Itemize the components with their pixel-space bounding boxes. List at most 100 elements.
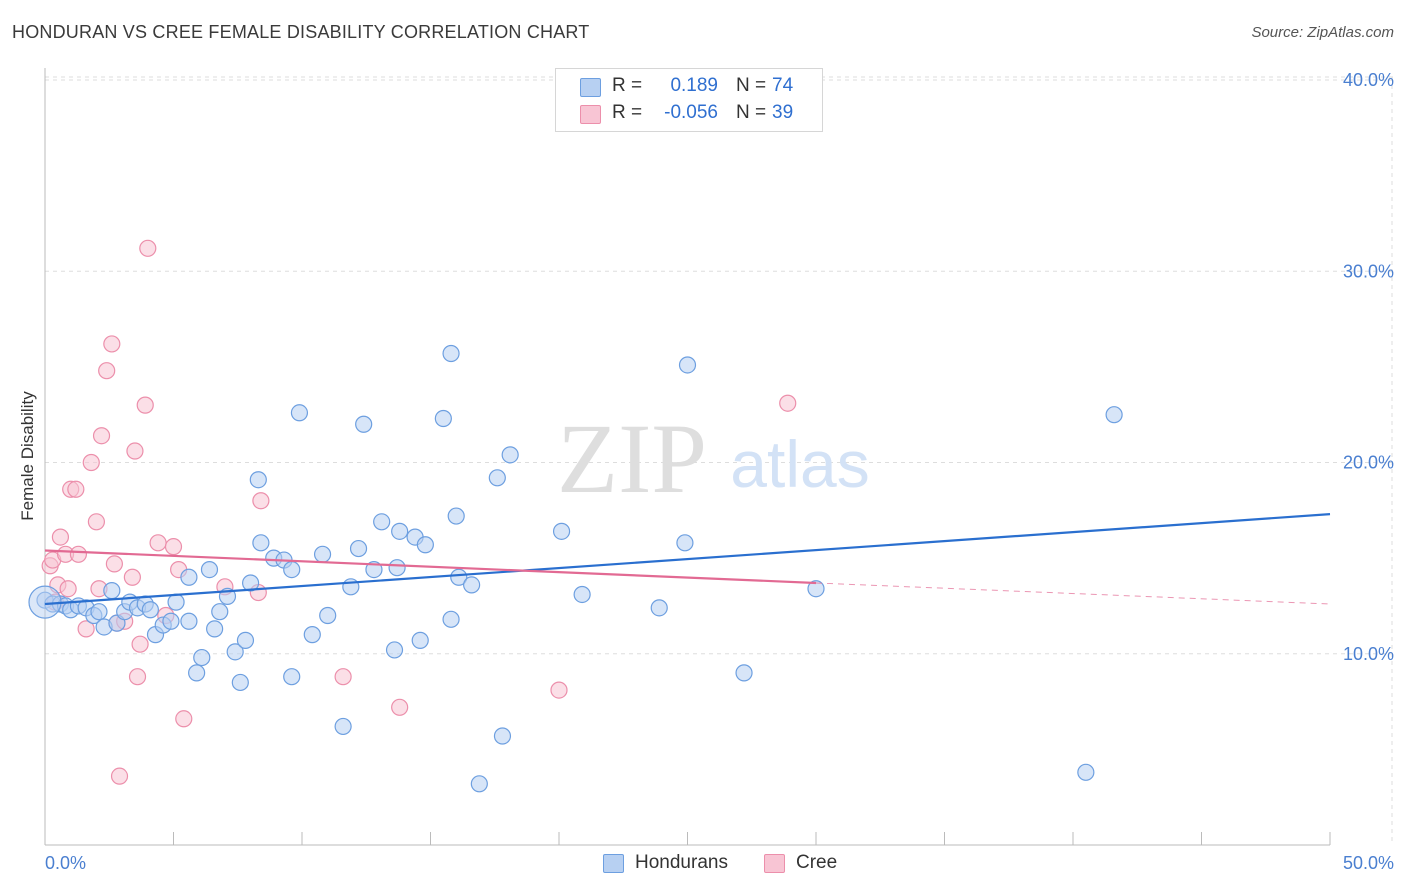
honduran-point — [236, 631, 255, 649]
honduran-point — [349, 539, 368, 558]
n-label: N = — [736, 102, 767, 123]
honduran-point — [442, 344, 460, 363]
honduran-point — [807, 580, 825, 598]
trend-lines — [44, 513, 1331, 606]
honduran-point — [1077, 763, 1095, 781]
n-value: 74 — [772, 75, 794, 96]
honduran-point — [283, 560, 301, 579]
honduran-point — [411, 631, 429, 649]
honduran-point — [470, 775, 488, 793]
watermark-zip: ZIP — [557, 403, 707, 514]
cree-point — [126, 442, 144, 460]
honduran-point — [180, 612, 198, 630]
honduran-point — [249, 471, 267, 489]
honduran-point — [211, 603, 229, 621]
r-value: 0.189 — [670, 75, 718, 96]
honduran-point — [735, 664, 753, 682]
honduran-point — [573, 585, 591, 604]
honduran-point — [355, 415, 373, 433]
honduran-point — [391, 522, 409, 540]
cree-point — [136, 396, 154, 414]
r-value: -0.056 — [664, 102, 718, 123]
honduran-point — [676, 534, 694, 552]
honduran-point — [283, 668, 301, 686]
axes — [44, 68, 1331, 846]
cree-point — [128, 668, 147, 686]
honduran-point — [90, 603, 108, 621]
y-tick-label: 30.0% — [1343, 261, 1394, 281]
honduran-point — [180, 568, 198, 586]
honduran-point — [193, 648, 211, 667]
hondurans-trend-line — [44, 513, 1331, 606]
chart-title: HONDURAN VS CREE FEMALE DISABILITY CORRE… — [12, 22, 590, 42]
cree-point — [139, 239, 157, 257]
honduran-point — [434, 409, 452, 428]
cree-point — [103, 335, 121, 353]
honduran-point — [552, 522, 571, 540]
honduran-point — [501, 446, 519, 464]
honduran-point — [141, 601, 159, 619]
cree-point — [67, 480, 85, 498]
legend-label-hondurans: Hondurans — [635, 852, 728, 873]
cree-swatch — [580, 105, 601, 124]
honduran-point — [493, 727, 512, 745]
honduran-point — [252, 534, 270, 552]
cree-trend-extension — [815, 582, 1331, 605]
correlation-legend: R = 0.189 N = 74 R = -0.056 N = 39 — [555, 68, 823, 132]
honduran-point — [442, 610, 460, 628]
honduran-point — [167, 593, 185, 611]
honduran-point — [488, 469, 506, 487]
n-label: N = — [736, 75, 767, 96]
honduran-point — [416, 536, 434, 554]
cree-point — [87, 513, 106, 531]
cree-point — [77, 620, 95, 638]
cree-point — [391, 698, 409, 716]
cree-point — [98, 362, 116, 380]
cree-point — [82, 453, 100, 472]
honduran-point — [313, 545, 332, 563]
cree-point — [175, 710, 193, 728]
hondurans-swatch — [580, 78, 601, 97]
gridlines — [45, 76, 1395, 845]
honduran-point — [242, 574, 260, 592]
cree-trend-line — [44, 549, 817, 585]
honduran-point — [319, 606, 337, 625]
honduran-point — [231, 673, 249, 692]
cree-point — [779, 394, 797, 412]
honduran-point — [678, 356, 697, 374]
honduran-point — [385, 641, 404, 659]
hondurans-swatch — [603, 854, 624, 873]
cree-point — [334, 668, 352, 686]
cree-point — [149, 534, 167, 552]
x-tick-label-min: 0.0% — [45, 853, 86, 873]
watermark-atlas: atlas — [730, 427, 869, 501]
honduran-point — [334, 717, 352, 736]
cree-point — [131, 635, 149, 653]
honduran-point — [450, 568, 468, 586]
r-label: R = — [612, 102, 643, 123]
y-tick-label: 40.0% — [1343, 70, 1394, 90]
legend-label-cree: Cree — [796, 852, 838, 873]
cree-point — [51, 528, 70, 546]
r-label: R = — [612, 75, 643, 96]
cree-point — [105, 555, 123, 573]
cree-point — [110, 767, 129, 785]
honduran-point — [188, 664, 206, 682]
cree-point — [164, 538, 183, 556]
honduran-point — [650, 599, 668, 617]
x-tick-label-max: 50.0% — [1343, 853, 1394, 873]
watermark: ZIP atlas — [557, 403, 870, 514]
honduran-point — [290, 404, 309, 422]
honduran-point — [162, 612, 180, 630]
tick-labels: 10.0% 20.0% 30.0% 40.0% 0.0% 50.0% — [45, 70, 1394, 873]
cree-point — [252, 492, 270, 510]
cree-swatch — [764, 854, 785, 873]
cree-point — [550, 681, 568, 699]
cree-point — [59, 580, 77, 598]
cree-point — [69, 545, 88, 563]
honduran-point — [463, 576, 481, 594]
honduran-point — [226, 643, 244, 661]
cree-point — [92, 427, 111, 445]
n-value: 39 — [772, 102, 794, 123]
